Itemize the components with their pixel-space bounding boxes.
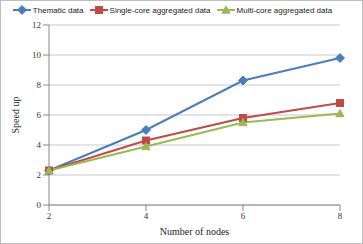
svg-text:8: 8 [338,211,343,221]
svg-text:4: 4 [144,211,149,221]
svg-text:6: 6 [241,211,246,221]
svg-text:6: 6 [37,110,42,120]
html-text:Thematic data: Thematic data [32,5,84,15]
svg-text:2: 2 [47,211,52,221]
svg-text:12: 12 [32,20,41,30]
svg-text:Number of nodes: Number of nodes [160,226,230,237]
svg-text:10: 10 [32,50,42,60]
svg-text:0: 0 [37,200,42,210]
svg-text:2: 2 [37,170,42,180]
svg-text:4: 4 [37,140,42,150]
html-text:Multi-core aggregated data: Multi-core aggregated data [236,5,333,15]
svg-text:Speed up: Speed up [10,97,21,134]
html-text:Single-core aggregated data: Single-core aggregated data [109,5,211,15]
svg-text:8: 8 [37,80,42,90]
